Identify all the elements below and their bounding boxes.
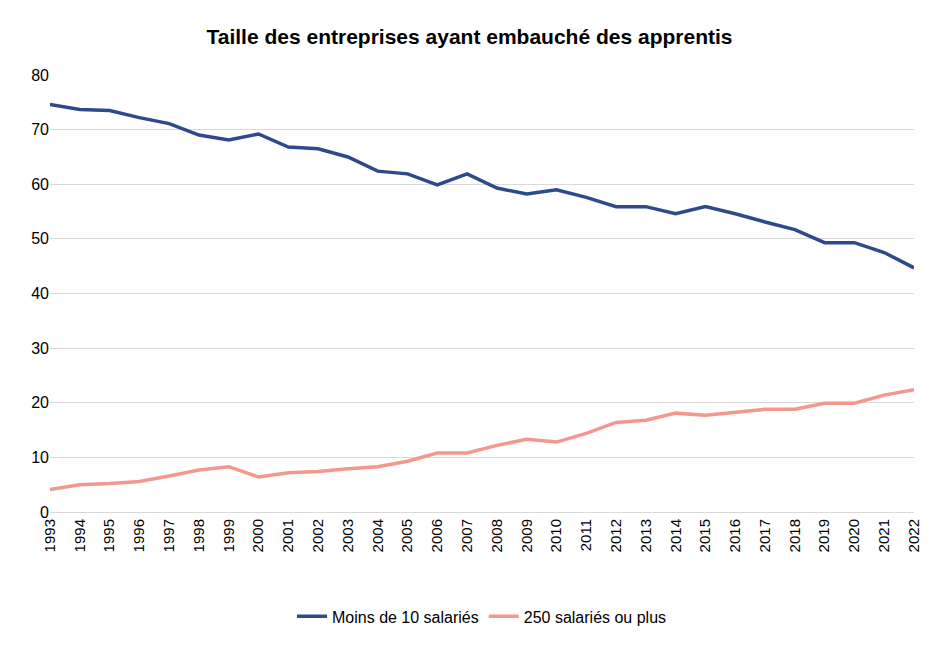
svg-text:70: 70 [31, 121, 49, 138]
svg-text:2008: 2008 [488, 519, 505, 552]
svg-text:1997: 1997 [160, 519, 177, 552]
svg-text:10: 10 [31, 449, 49, 466]
svg-text:20: 20 [31, 394, 49, 411]
svg-text:2016: 2016 [726, 519, 743, 552]
svg-text:2004: 2004 [369, 519, 386, 552]
svg-text:2002: 2002 [309, 519, 326, 552]
svg-text:2003: 2003 [339, 519, 356, 552]
svg-text:40: 40 [31, 285, 49, 302]
svg-text:2005: 2005 [398, 519, 415, 552]
svg-text:2010: 2010 [547, 519, 564, 552]
svg-text:2011: 2011 [577, 519, 594, 551]
svg-text:0: 0 [40, 504, 49, 521]
svg-text:2007: 2007 [458, 519, 475, 552]
svg-text:2001: 2001 [279, 519, 296, 552]
svg-text:1998: 1998 [190, 519, 207, 552]
svg-text:2015: 2015 [696, 519, 713, 552]
svg-text:30: 30 [31, 340, 49, 357]
svg-text:2013: 2013 [637, 519, 654, 552]
svg-text:1999: 1999 [220, 519, 237, 552]
svg-text:2019: 2019 [815, 519, 832, 552]
svg-text:50: 50 [31, 230, 49, 247]
svg-text:1994: 1994 [71, 519, 88, 552]
svg-text:2012: 2012 [607, 519, 624, 552]
svg-text:2020: 2020 [845, 519, 862, 552]
svg-text:2021: 2021 [875, 519, 892, 552]
svg-text:Taille des entreprises ayant e: Taille des entreprises ayant embauché de… [207, 25, 733, 48]
svg-text:2009: 2009 [518, 519, 535, 552]
svg-text:80: 80 [31, 67, 49, 84]
svg-text:2014: 2014 [667, 519, 684, 552]
svg-text:2018: 2018 [786, 519, 803, 552]
svg-text:1996: 1996 [130, 519, 147, 552]
svg-text:250 salariés ou plus: 250 salariés ou plus [524, 609, 666, 626]
svg-text:2017: 2017 [756, 519, 773, 552]
svg-text:1995: 1995 [100, 519, 117, 552]
svg-text:2006: 2006 [428, 519, 445, 552]
svg-text:60: 60 [31, 176, 49, 193]
svg-text:2022: 2022 [905, 519, 922, 552]
svg-text:1993: 1993 [41, 519, 58, 552]
svg-text:2000: 2000 [249, 519, 266, 552]
svg-text:Moins de 10 salariés: Moins de 10 salariés [332, 609, 479, 626]
